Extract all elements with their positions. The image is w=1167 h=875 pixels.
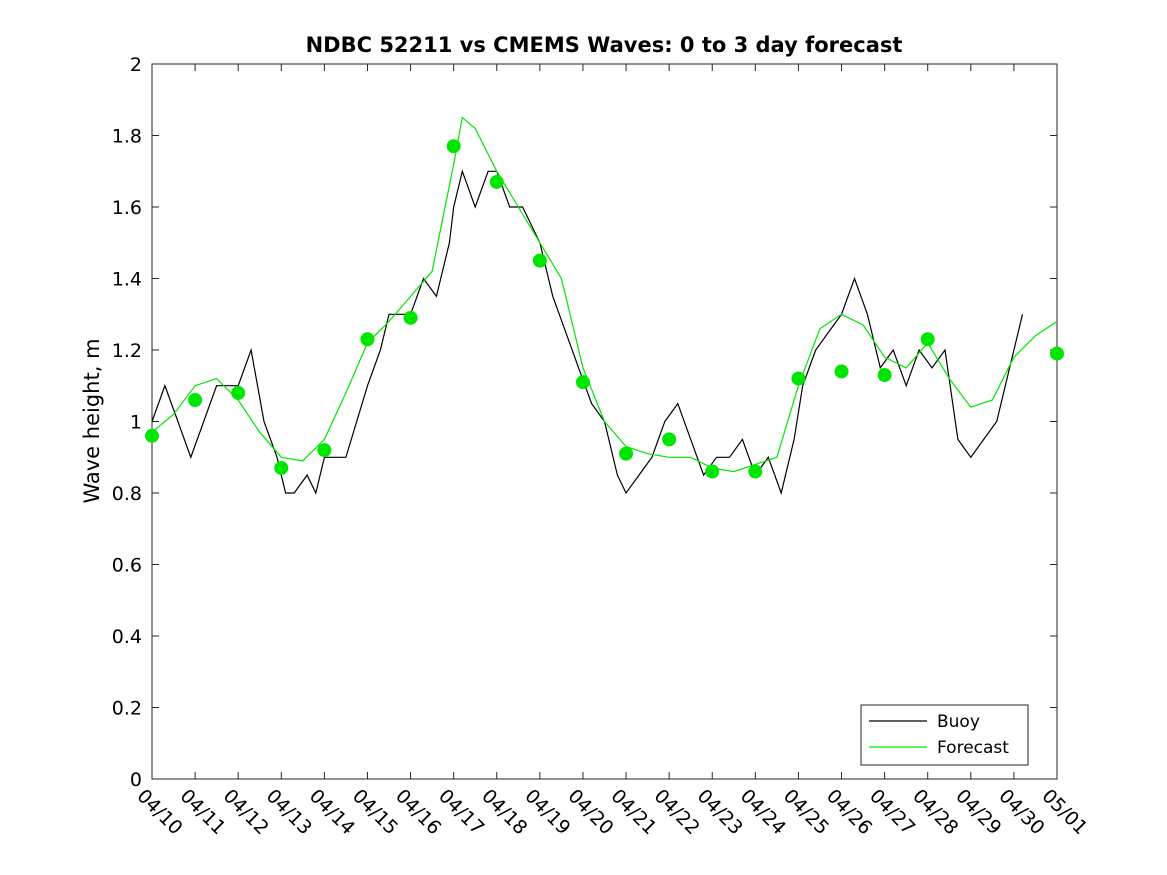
- forecast-marker: [920, 332, 935, 347]
- y-tick-label: 2: [130, 54, 142, 76]
- forecast-marker: [834, 364, 849, 379]
- y-tick-label: 0.4: [112, 626, 142, 648]
- y-axis: 0 0.2 0.4 0.6 0.8 1 1.2 1.4 1.6 1.8 2: [112, 54, 1057, 791]
- y-tick-label: 1.8: [112, 126, 142, 148]
- chart-title: NDBC 52211 vs CMEMS Waves: 0 to 3 day fo…: [306, 33, 903, 57]
- forecast-marker: [489, 174, 504, 189]
- forecast-marker: [619, 446, 634, 461]
- legend-forecast-label: Forecast: [937, 738, 1009, 758]
- y-tick-label: 1.6: [112, 197, 142, 219]
- y-tick-label: 0: [130, 769, 142, 791]
- forecast-marker: [446, 139, 461, 154]
- forecast-marker: [877, 368, 892, 383]
- forecast-marker: [662, 432, 677, 447]
- y-tick-label: 1.4: [112, 269, 142, 291]
- plot-area: 00.20.40.60.811.21.41.61.82 04/1004/1104…: [112, 54, 1092, 839]
- y-tick-label: 0.6: [112, 555, 142, 577]
- legend: Buoy Forecast: [860, 704, 1029, 766]
- forecast-marker: [705, 464, 720, 479]
- forecast-marker: [748, 464, 763, 479]
- y-tick-label: 1.2: [112, 340, 142, 362]
- y-axis-label: Wave height, m: [80, 338, 104, 503]
- forecast-marker: [360, 332, 375, 347]
- forecast-marker: [274, 460, 289, 475]
- forecast-marker: [1050, 346, 1064, 361]
- forecast-marker: [575, 375, 590, 390]
- forecast-marker: [532, 253, 547, 268]
- forecast-marker: [317, 443, 332, 458]
- y-tick-label: 0.2: [112, 698, 142, 720]
- forecast-marker: [188, 393, 203, 408]
- y-tick-label: 1: [130, 412, 142, 434]
- forecast-marker: [791, 371, 806, 386]
- forecast-series-line: [151, 116, 1058, 473]
- forecast-markers: [145, 139, 1064, 479]
- legend-box: [860, 704, 1029, 766]
- legend-buoy-label: Buoy: [937, 712, 980, 732]
- forecast-marker: [231, 385, 246, 400]
- forecast-marker: [145, 428, 159, 443]
- y-tick-label: 0.8: [112, 483, 142, 505]
- forecast-marker: [403, 310, 418, 325]
